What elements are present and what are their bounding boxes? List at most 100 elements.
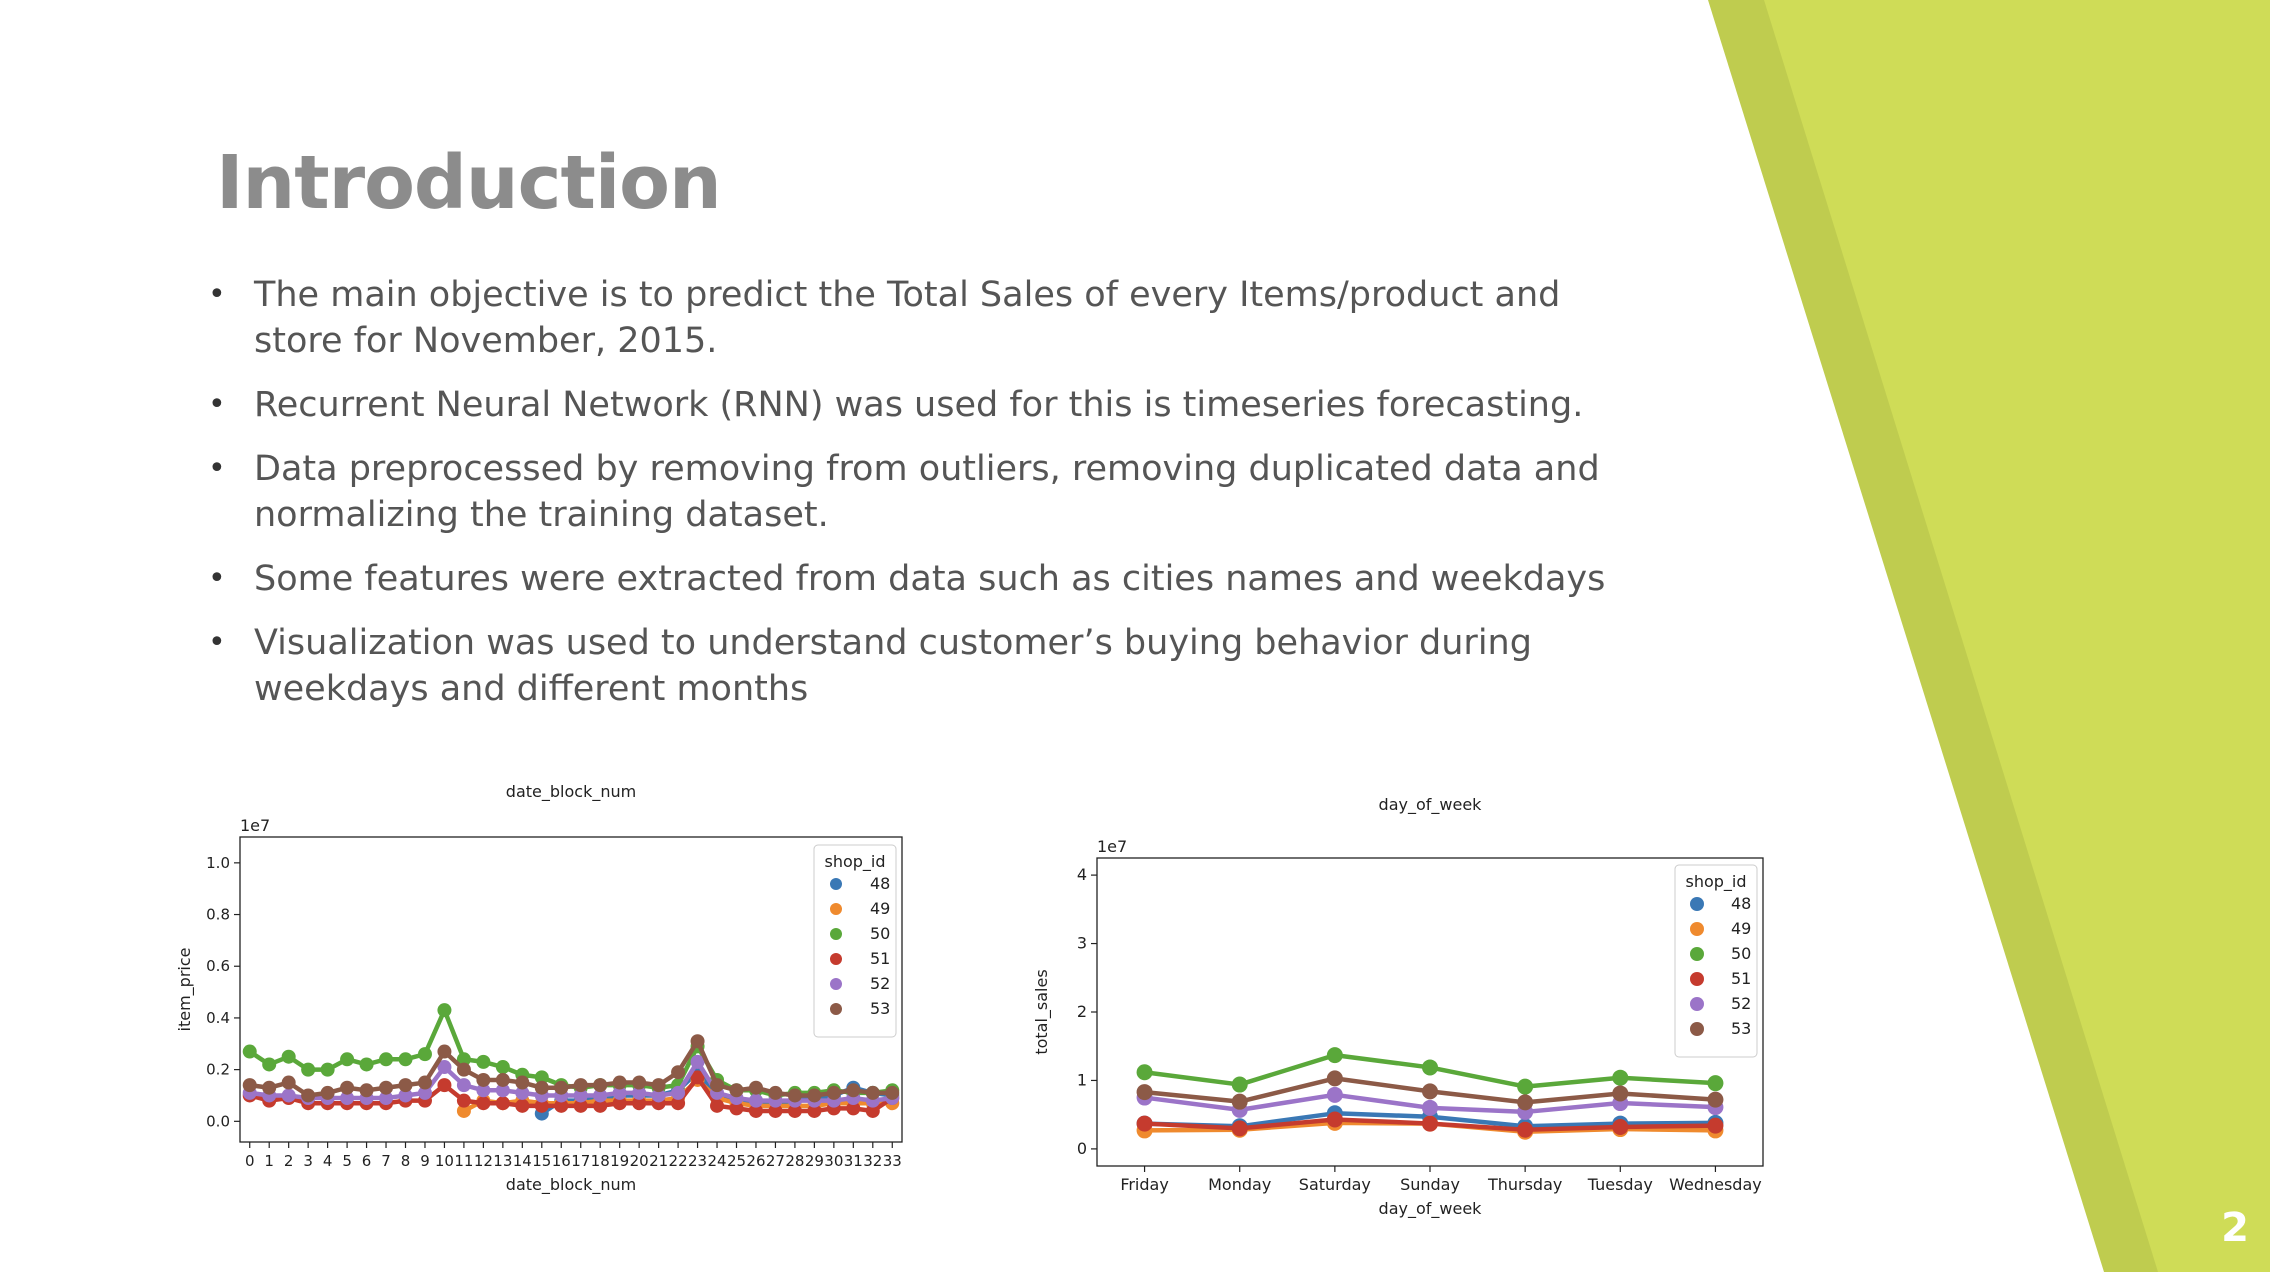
y-axis-label: total_sales xyxy=(1032,969,1052,1054)
x-tick-label: 15 xyxy=(532,1152,551,1170)
legend-label: 53 xyxy=(1731,1019,1751,1038)
data-point xyxy=(398,1088,413,1103)
data-point xyxy=(1136,1084,1153,1101)
legend-label: 50 xyxy=(1731,944,1751,963)
data-point xyxy=(768,1103,783,1118)
data-point xyxy=(242,1078,257,1093)
chart-title: day_of_week xyxy=(1379,795,1483,815)
data-point xyxy=(1422,1059,1438,1076)
data-point xyxy=(515,1098,530,1113)
bullet-text: Data preprocessed by removing from outli… xyxy=(254,449,1600,535)
data-point xyxy=(1707,1117,1724,1134)
data-point xyxy=(359,1057,374,1072)
data-point xyxy=(865,1085,880,1100)
data-point xyxy=(671,1096,686,1111)
y-tick-label: 4 xyxy=(1077,865,1087,884)
data-point xyxy=(1612,1118,1629,1135)
x-tick-label: 18 xyxy=(591,1152,610,1170)
data-point xyxy=(320,1062,335,1077)
data-point xyxy=(690,1054,705,1069)
series-line xyxy=(249,1075,894,1114)
x-tick-label: 16 xyxy=(552,1152,571,1170)
x-tick-label: 1 xyxy=(264,1152,274,1170)
x-tick-label: 30 xyxy=(824,1152,843,1170)
data-point xyxy=(651,1078,666,1093)
series-line xyxy=(249,1038,893,1098)
data-point xyxy=(632,1085,647,1100)
data-point xyxy=(1612,1085,1629,1102)
bullet-glyph: • xyxy=(208,561,226,596)
bullet-text: Some features were extracted from data s… xyxy=(254,559,1606,599)
data-point xyxy=(437,1044,452,1059)
x-tick-label: 33 xyxy=(883,1152,902,1170)
data-point xyxy=(456,1062,471,1077)
data-point xyxy=(1326,1070,1343,1087)
x-tick-label: Wednesday xyxy=(1669,1175,1762,1194)
data-point xyxy=(710,1098,725,1113)
y-tick-label: 0.6 xyxy=(206,957,230,975)
data-point xyxy=(846,1101,861,1116)
series-51 xyxy=(1136,1111,1724,1138)
x-axis-label: day_of_week xyxy=(1379,1199,1483,1219)
data-point xyxy=(651,1088,666,1103)
data-point xyxy=(573,1088,588,1103)
data-point xyxy=(456,1093,471,1108)
series-53 xyxy=(1136,1070,1724,1111)
data-point xyxy=(768,1085,783,1100)
data-point xyxy=(593,1088,608,1103)
x-tick-label: 32 xyxy=(863,1152,882,1170)
data-point xyxy=(398,1078,413,1093)
legend-label: 49 xyxy=(1731,919,1751,938)
x-tick-label: 6 xyxy=(362,1152,372,1170)
y-tick-label: 0 xyxy=(1077,1139,1087,1158)
legend-label: 48 xyxy=(870,874,890,893)
data-point xyxy=(748,1103,763,1118)
data-point xyxy=(787,1088,802,1103)
data-point xyxy=(1517,1078,1534,1095)
x-tick-label: 9 xyxy=(420,1152,430,1170)
data-point xyxy=(1326,1047,1343,1064)
bullet-item: • Recurrent Neural Network (RNN) was used… xyxy=(204,382,1654,428)
legend-label: 51 xyxy=(870,949,890,968)
data-point xyxy=(515,1085,530,1100)
x-tick-label: 11 xyxy=(454,1152,473,1170)
data-point xyxy=(281,1075,296,1090)
data-point xyxy=(476,1083,491,1098)
legend-marker xyxy=(830,878,842,890)
data-point xyxy=(262,1080,277,1095)
y-tick-label: 1.0 xyxy=(206,854,230,872)
x-tick-label: Monday xyxy=(1208,1175,1271,1194)
legend-label: 52 xyxy=(870,974,890,993)
data-point xyxy=(846,1083,861,1098)
series-50 xyxy=(1136,1047,1724,1095)
legend-marker xyxy=(830,903,842,915)
legend-marker xyxy=(1690,997,1704,1011)
chart-total-sales-by-weekday: day_of_week 1e7 0 1 2 3 4 Friday Monday Saturday S… xyxy=(1032,795,1764,1219)
data-point xyxy=(379,1052,394,1067)
data-point xyxy=(1422,1099,1438,1116)
data-point xyxy=(690,1034,705,1049)
data-point xyxy=(534,1070,549,1085)
data-point xyxy=(495,1083,510,1098)
data-point xyxy=(1326,1111,1343,1128)
x-tick-label: 13 xyxy=(493,1152,512,1170)
legend-marker xyxy=(830,1003,842,1015)
data-point xyxy=(340,1080,355,1095)
x-tick-label: 26 xyxy=(746,1152,765,1170)
x-tick-label: 23 xyxy=(688,1152,707,1170)
chart-title: date_block_num xyxy=(506,782,636,802)
data-point xyxy=(1707,1091,1724,1108)
y-tick-label: 1 xyxy=(1077,1070,1087,1089)
y-tick-label: 3 xyxy=(1077,934,1087,953)
data-point xyxy=(281,1049,296,1064)
data-point xyxy=(456,1078,471,1093)
chart-legend: shop_id 48 49 50 51 52 53 xyxy=(813,844,897,1038)
data-point xyxy=(1422,1083,1438,1100)
x-tick-label: 28 xyxy=(785,1152,804,1170)
data-point xyxy=(690,1070,705,1085)
data-point xyxy=(1136,1064,1153,1081)
x-tick-label: 21 xyxy=(649,1152,668,1170)
data-point xyxy=(456,1103,471,1118)
